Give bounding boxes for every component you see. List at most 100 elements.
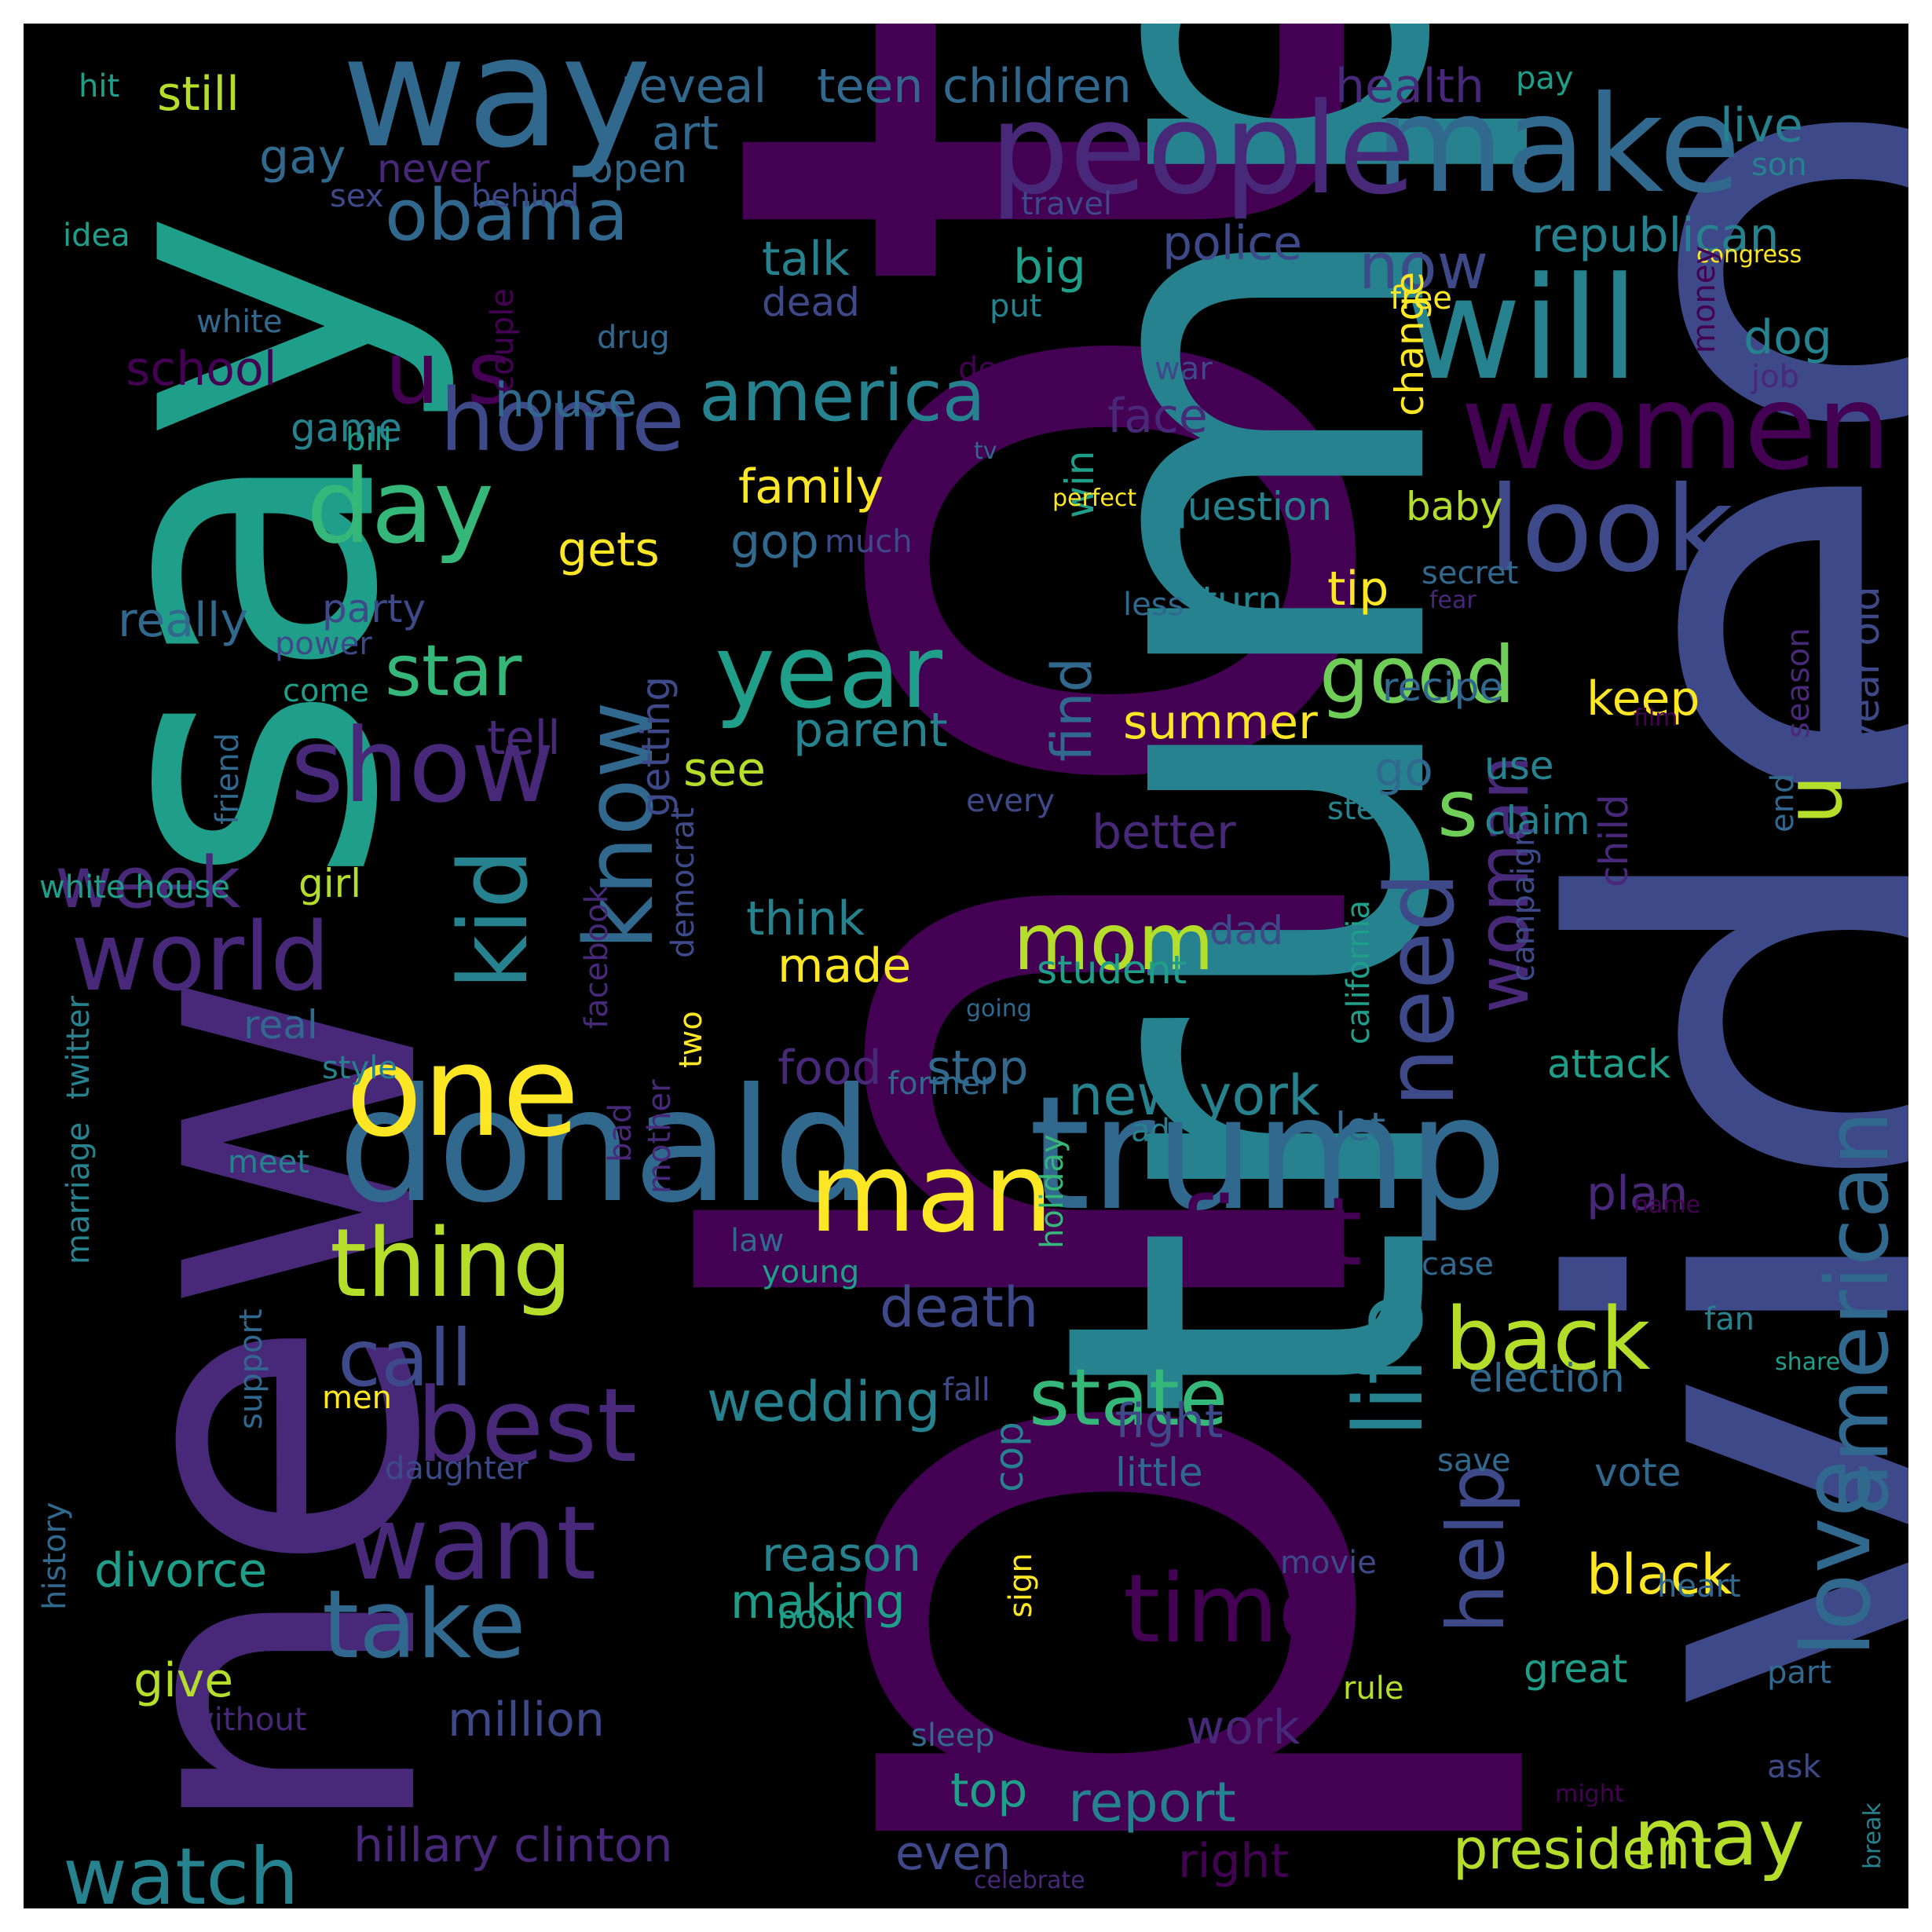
word: making: [730, 1575, 906, 1630]
word: young: [762, 1254, 860, 1290]
word: campaign: [1506, 826, 1542, 982]
word: drug: [597, 320, 670, 356]
word: women: [1461, 360, 1891, 496]
word: celebrate: [974, 1867, 1085, 1894]
word: open: [589, 146, 687, 192]
word: live: [1720, 98, 1803, 153]
word: put: [990, 288, 1042, 324]
word: work: [1186, 1700, 1301, 1755]
word: child: [1591, 794, 1637, 887]
word: claim: [1484, 798, 1590, 843]
word: one: [346, 1018, 580, 1165]
word: gay: [259, 130, 346, 185]
word: ask: [1767, 1749, 1821, 1785]
word: home: [440, 370, 685, 470]
word: fan: [1704, 1301, 1755, 1337]
word: reason: [762, 1528, 922, 1583]
word: republican: [1531, 208, 1780, 263]
word: book: [778, 1600, 854, 1636]
word: part: [1767, 1655, 1832, 1691]
word: made: [778, 939, 912, 993]
word: rule: [1343, 1670, 1404, 1707]
word: help: [1430, 1463, 1522, 1634]
word: former: [887, 1066, 993, 1102]
word: even: [895, 1826, 1012, 1881]
word: face: [1107, 389, 1208, 444]
word: men: [322, 1380, 392, 1416]
word: use: [1484, 743, 1554, 789]
word: now: [1359, 230, 1489, 303]
word: getting: [633, 675, 679, 817]
word: ad: [1131, 1113, 1170, 1149]
word: donald: [338, 1055, 873, 1238]
word: thing: [330, 1209, 573, 1319]
word: son: [1751, 147, 1807, 183]
word: want: [346, 1484, 597, 1603]
word: turn: [1202, 578, 1283, 624]
word: president: [1453, 1817, 1712, 1882]
word: california: [1341, 899, 1377, 1045]
word: go: [1374, 742, 1433, 797]
word: two: [673, 1011, 709, 1068]
word: pay: [1516, 60, 1574, 97]
word: million: [448, 1692, 605, 1747]
word: going: [966, 995, 1032, 1023]
word: new york: [1068, 1063, 1320, 1128]
word: talk: [762, 232, 850, 287]
word: never: [377, 146, 490, 192]
word: star: [385, 630, 522, 712]
word: much: [825, 524, 913, 560]
word: break: [1859, 1802, 1886, 1869]
word: support: [233, 1308, 269, 1429]
word: share: [1775, 1348, 1841, 1376]
word: question: [1162, 484, 1333, 529]
word: need: [1367, 872, 1476, 1107]
word: attack: [1547, 1041, 1670, 1087]
word: hillary clinton: [353, 1818, 673, 1873]
word: back: [1445, 1289, 1651, 1389]
word: black: [1586, 1542, 1733, 1607]
word: tv: [974, 437, 997, 465]
word: idea: [63, 218, 130, 254]
word: school: [126, 342, 277, 397]
word: house: [495, 373, 637, 428]
word: u s: [385, 323, 512, 423]
word: daughter: [385, 1451, 529, 1487]
word: life: [1335, 1293, 1444, 1437]
word: history: [37, 1502, 73, 1610]
word: year: [715, 612, 943, 731]
word: health: [1335, 59, 1484, 114]
word: bad: [602, 1103, 639, 1162]
word: give: [134, 1653, 234, 1708]
word: gets: [558, 522, 660, 577]
word: next: [793, 186, 863, 222]
word: marriage: [60, 1122, 97, 1264]
word: white house: [39, 869, 230, 906]
word: teen: [817, 59, 924, 114]
word: gop: [730, 514, 819, 569]
word: party: [322, 586, 426, 631]
word: dad: [1209, 908, 1284, 953]
word: obama: [385, 174, 629, 257]
word: white: [196, 304, 283, 340]
word: children: [942, 59, 1132, 114]
word: save: [1437, 1443, 1511, 1479]
word: people: [990, 75, 1416, 222]
word: make: [1374, 68, 1741, 223]
word: game: [291, 405, 402, 451]
word: heart: [1657, 1568, 1741, 1605]
word: may: [1634, 1791, 1805, 1883]
word: watch: [63, 1831, 299, 1909]
word: plan: [1586, 1166, 1689, 1221]
word: parent: [793, 703, 948, 758]
word: without: [188, 1702, 307, 1738]
word: find: [1040, 657, 1104, 762]
word: big: [1013, 240, 1086, 295]
word: recipe: [1382, 664, 1504, 710]
word: food: [778, 1041, 882, 1096]
word: cop: [986, 1422, 1032, 1492]
word: state: [1029, 1352, 1228, 1444]
word: day: [306, 447, 495, 566]
word: twitter: [60, 996, 97, 1100]
word: art: [652, 106, 719, 161]
